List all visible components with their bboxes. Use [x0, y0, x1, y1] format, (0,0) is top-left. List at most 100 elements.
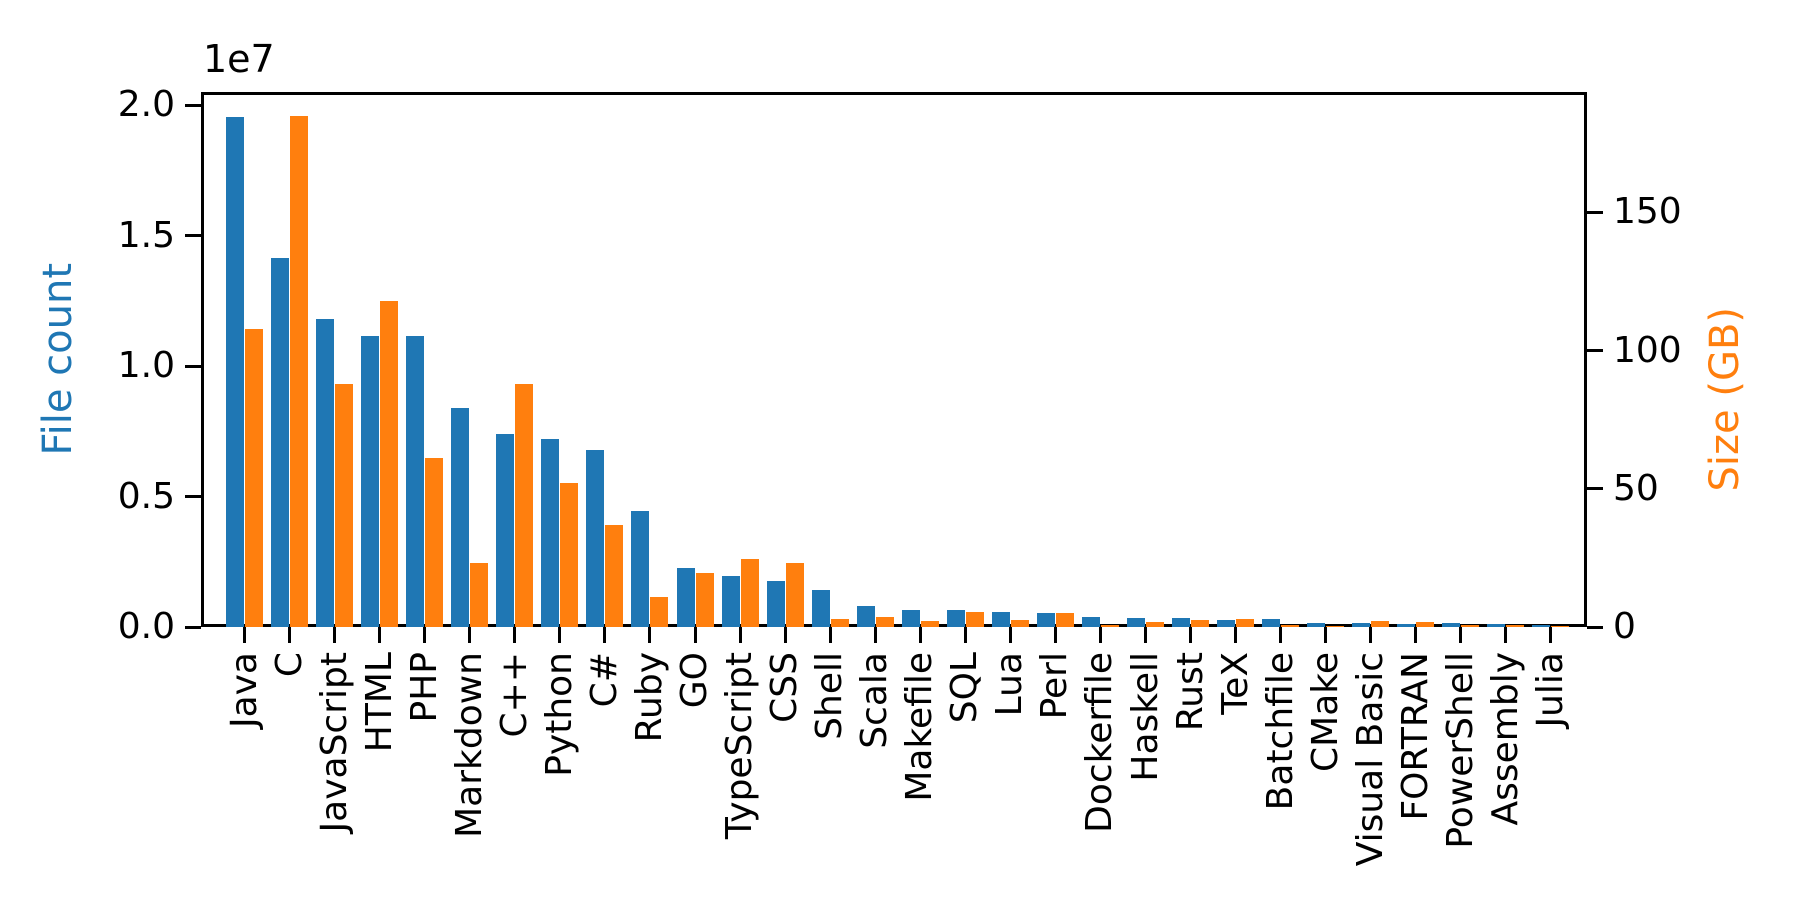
file-count-bar — [406, 335, 425, 627]
x-tick-mark — [1414, 627, 1418, 643]
y-tick-label-left: 0.0 — [117, 606, 175, 647]
x-tick-label: Visual Basic — [1349, 652, 1391, 867]
y-tick-label-left: 0.5 — [117, 475, 175, 517]
x-tick-label: Assembly — [1484, 652, 1526, 826]
file-count-bar — [811, 590, 830, 627]
x-tick-mark — [1324, 627, 1328, 643]
y-tick-mark-right — [1587, 487, 1603, 491]
y-tick-mark-left — [185, 625, 201, 629]
x-tick-label: JavaScript — [313, 652, 355, 833]
x-tick-mark — [783, 627, 787, 643]
size-gb-bar — [1326, 625, 1345, 627]
x-tick-mark — [558, 627, 562, 643]
size-gb-bar — [1371, 621, 1390, 627]
size-gb-bar — [1506, 624, 1525, 627]
x-tick-mark — [1008, 627, 1012, 643]
size-gb-bar — [1461, 625, 1480, 627]
y-tick-label-right: 0 — [1613, 606, 1636, 647]
size-gb-bar — [290, 115, 309, 627]
x-tick-mark — [1459, 627, 1463, 643]
y-tick-mark-left — [185, 234, 201, 238]
x-tick-label: Shell — [809, 652, 851, 740]
file-count-bar — [1127, 618, 1145, 627]
file-count-bar — [1397, 623, 1416, 627]
y-tick-mark-left — [185, 495, 201, 498]
file-count-bar — [316, 319, 335, 627]
file-count-bar — [1081, 617, 1100, 627]
file-count-bar — [1352, 623, 1371, 627]
file-count-bar — [901, 609, 920, 627]
x-tick-mark — [1369, 627, 1373, 643]
file-count-bar — [766, 581, 785, 627]
x-tick-label: Java — [223, 652, 265, 729]
y-tick-label-left: 2.0 — [117, 84, 175, 126]
x-tick-mark — [963, 627, 967, 643]
file-count-bar — [721, 576, 740, 627]
x-tick-mark — [243, 627, 246, 643]
y-tick-label-right: 150 — [1613, 191, 1682, 233]
y-tick-label-right: 100 — [1613, 329, 1682, 371]
file-count-bar — [1487, 624, 1506, 627]
x-tick-mark — [738, 627, 742, 643]
x-tick-label: PHP — [403, 652, 445, 723]
right-axis-label-wrap: Size (GB) — [1695, 132, 1755, 667]
file-count-bar — [991, 611, 1010, 627]
x-tick-label: TeX — [1214, 652, 1256, 715]
x-tick-label: Makefile — [899, 652, 941, 802]
x-tick-mark — [468, 627, 472, 643]
x-tick-label: SQL — [944, 652, 986, 724]
size-gb-bar — [695, 573, 714, 627]
x-tick-mark — [1144, 627, 1147, 643]
file-count-bar — [856, 605, 875, 627]
x-tick-label: Python — [538, 652, 580, 777]
size-gb-bar — [1236, 618, 1255, 627]
x-tick-label: Batchfile — [1259, 652, 1301, 811]
x-tick-label: Dockerfile — [1079, 652, 1121, 833]
x-tick-mark — [333, 627, 337, 643]
y-tick-label-left: 1.5 — [117, 214, 175, 256]
left-axis-label: File count — [35, 263, 81, 456]
x-tick-label: C# — [583, 652, 625, 708]
size-gb-bar — [1146, 621, 1164, 627]
size-gb-bar — [605, 524, 624, 627]
size-gb-bar — [650, 596, 669, 627]
x-tick-label: Haskell — [1124, 652, 1166, 782]
file-count-bar — [586, 449, 605, 627]
x-tick-mark — [1053, 627, 1057, 643]
x-tick-mark — [1098, 627, 1102, 643]
size-gb-bar — [380, 300, 399, 627]
size-gb-bar — [515, 383, 534, 627]
size-gb-bar — [1055, 613, 1074, 627]
x-tick-mark — [513, 627, 517, 643]
file-count-bar — [226, 116, 244, 627]
y-tick-mark-left — [185, 364, 201, 368]
file-count-bar — [1217, 620, 1236, 627]
size-gb-bar — [785, 563, 804, 627]
x-tick-mark — [603, 627, 607, 643]
size-gb-bar — [830, 618, 849, 627]
x-tick-label: Julia — [1529, 652, 1571, 728]
x-tick-mark — [873, 627, 877, 643]
file-count-bar — [1532, 625, 1551, 627]
size-gb-bar — [1010, 619, 1029, 627]
file-count-bar — [496, 434, 515, 627]
file-count-bar — [946, 610, 965, 627]
file-count-bar — [271, 257, 290, 627]
x-tick-label: C++ — [493, 652, 535, 738]
x-tick-mark — [1234, 627, 1238, 643]
x-tick-mark — [1189, 627, 1193, 643]
x-tick-mark — [693, 627, 697, 643]
size-gb-bar — [335, 383, 354, 627]
file-count-bar — [541, 438, 560, 627]
x-tick-label: FORTRAN — [1394, 652, 1436, 821]
file-count-bar — [1262, 619, 1281, 627]
x-tick-label: Rust — [1169, 652, 1211, 732]
x-tick-mark — [918, 627, 922, 643]
size-gb-bar — [425, 458, 444, 627]
x-tick-mark — [1279, 627, 1283, 643]
file-count-bar — [676, 568, 695, 627]
x-tick-label: CSS — [764, 652, 806, 723]
size-gb-bar — [1551, 626, 1570, 627]
x-tick-mark — [648, 627, 652, 643]
